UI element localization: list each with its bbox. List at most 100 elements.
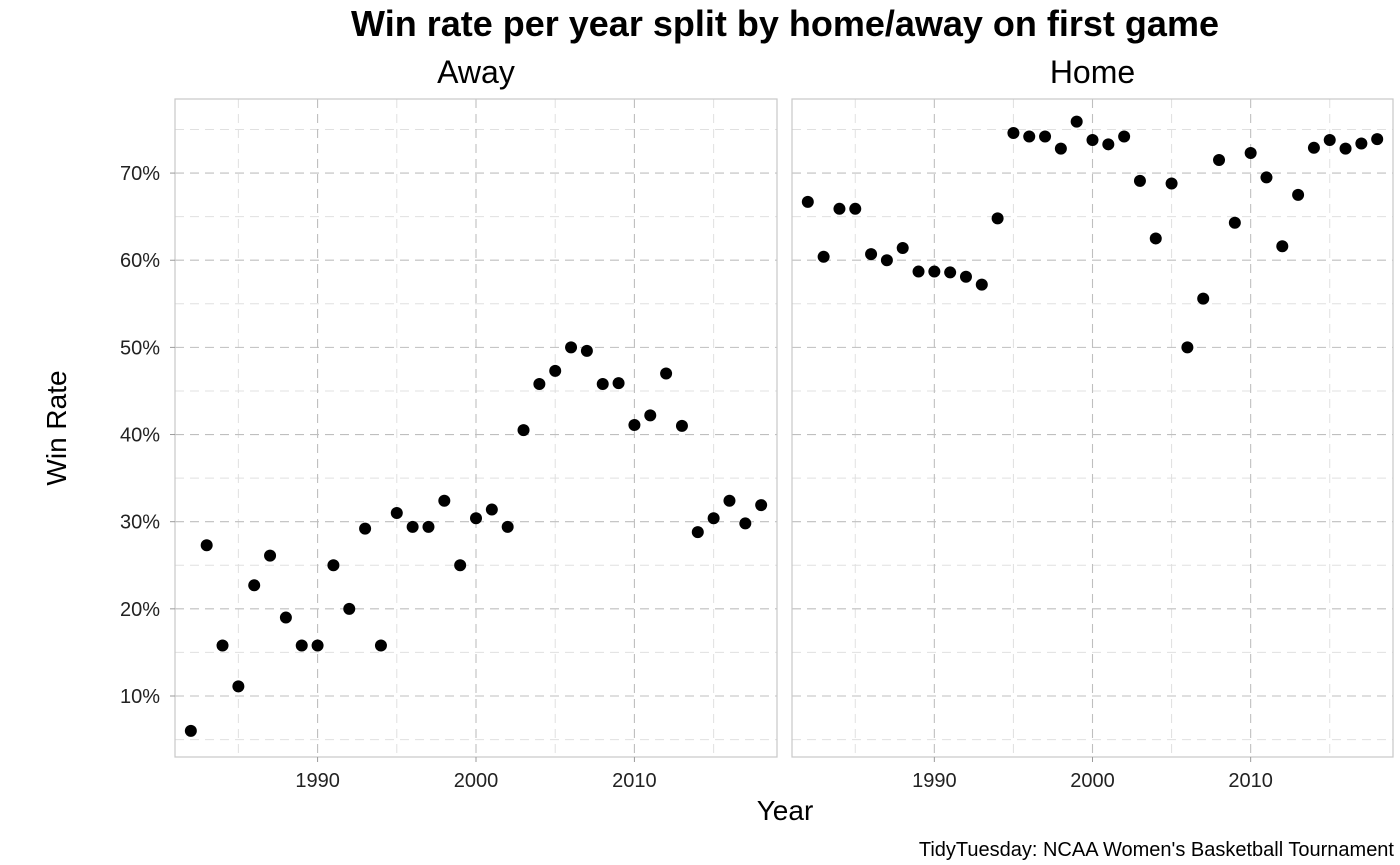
data-point	[374, 639, 387, 652]
data-point	[200, 539, 213, 552]
gridlines-home	[792, 99, 1393, 757]
data-point	[1197, 292, 1210, 305]
data-point	[454, 559, 467, 572]
points-away	[184, 341, 768, 737]
data-point	[1355, 137, 1368, 150]
y-tick-label: 60%	[120, 250, 160, 272]
data-point	[1023, 130, 1036, 143]
data-point	[739, 517, 752, 530]
data-point	[1228, 216, 1241, 229]
y-tick-label: 20%	[120, 599, 160, 621]
y-tick-label: 40%	[120, 425, 160, 447]
data-point	[549, 364, 562, 377]
x-tick-label: 2010	[612, 770, 657, 792]
data-point	[628, 418, 641, 431]
x-tick-label: 1990	[912, 770, 957, 792]
data-point	[1276, 240, 1289, 253]
x-tick-label: 2000	[454, 770, 499, 792]
y-tick-label: 30%	[120, 512, 160, 534]
y-tick-label: 70%	[120, 163, 160, 185]
data-point	[1133, 174, 1146, 187]
data-point	[311, 639, 324, 652]
data-point	[279, 611, 292, 624]
data-point	[896, 242, 909, 255]
data-point	[1292, 188, 1305, 201]
data-point	[691, 526, 704, 539]
data-point	[184, 724, 197, 737]
data-point	[975, 278, 988, 291]
panel-away: Away 1990 2000 2010 10% 20% 30% 40% 50% 60% 70%	[120, 54, 778, 792]
data-point	[216, 639, 229, 652]
data-point	[1323, 133, 1336, 146]
data-point	[248, 579, 261, 592]
chart-caption: TidyTuesday: NCAA Women's Basketball Tou…	[919, 839, 1395, 861]
data-point	[470, 512, 482, 525]
data-point	[232, 680, 245, 693]
data-point	[406, 520, 419, 533]
data-point	[517, 424, 530, 437]
data-point	[327, 559, 340, 572]
data-point	[1244, 147, 1257, 160]
data-point	[1213, 154, 1226, 167]
data-point	[880, 254, 893, 267]
data-point	[644, 409, 657, 422]
data-point	[580, 344, 593, 357]
data-point	[1165, 177, 1178, 190]
data-point	[295, 639, 308, 652]
y-tick-label: 50%	[120, 337, 160, 359]
data-point	[1070, 115, 1083, 128]
data-point	[1260, 171, 1273, 184]
data-point	[596, 377, 609, 390]
chart-title: Win rate per year split by home/away on …	[351, 3, 1219, 44]
x-tick-label: 2000	[1070, 770, 1115, 792]
data-point	[612, 377, 625, 390]
data-point	[1307, 141, 1320, 154]
data-point	[1007, 126, 1020, 139]
data-point	[833, 202, 846, 215]
data-point	[264, 549, 277, 562]
data-point	[485, 503, 498, 516]
data-point	[755, 499, 768, 512]
data-point	[1118, 130, 1131, 143]
data-point	[501, 520, 514, 533]
data-point	[928, 265, 941, 278]
data-point	[1149, 232, 1162, 245]
data-point	[359, 522, 372, 535]
facet-label-home: Home	[1050, 54, 1135, 90]
data-point	[991, 212, 1004, 225]
panels: Away 1990 2000 2010 10% 20% 30% 40% 50% 60% 70% Hom…	[120, 54, 1394, 792]
data-point	[438, 494, 451, 507]
data-point	[1039, 130, 1052, 143]
points-home	[801, 115, 1384, 354]
facet-label-away: Away	[437, 54, 515, 90]
data-point	[533, 377, 546, 390]
data-point	[944, 266, 957, 279]
data-point	[1102, 138, 1115, 151]
data-point	[801, 195, 814, 208]
data-point	[675, 419, 688, 432]
y-tick-label: 10%	[120, 686, 160, 708]
data-point	[912, 265, 925, 278]
data-point	[660, 367, 673, 380]
x-tick-label: 2010	[1228, 770, 1273, 792]
data-point	[565, 341, 578, 354]
gridlines-away	[175, 99, 777, 757]
data-point	[1371, 133, 1384, 146]
data-point	[723, 494, 736, 507]
data-point	[1339, 142, 1352, 155]
x-axis-label: Year	[757, 795, 814, 826]
data-point	[343, 602, 356, 615]
data-point	[422, 520, 435, 533]
y-axis-label: Win Rate	[41, 370, 72, 485]
x-tick-label: 1990	[295, 770, 340, 792]
data-point	[1086, 133, 1099, 146]
data-point	[849, 202, 862, 215]
data-point	[1181, 341, 1194, 354]
data-point	[865, 248, 878, 261]
data-point	[959, 270, 972, 283]
panel-home: Home 1990 2000 2010	[791, 54, 1394, 792]
data-point	[390, 506, 403, 519]
data-point	[817, 250, 830, 263]
data-point	[707, 512, 720, 525]
